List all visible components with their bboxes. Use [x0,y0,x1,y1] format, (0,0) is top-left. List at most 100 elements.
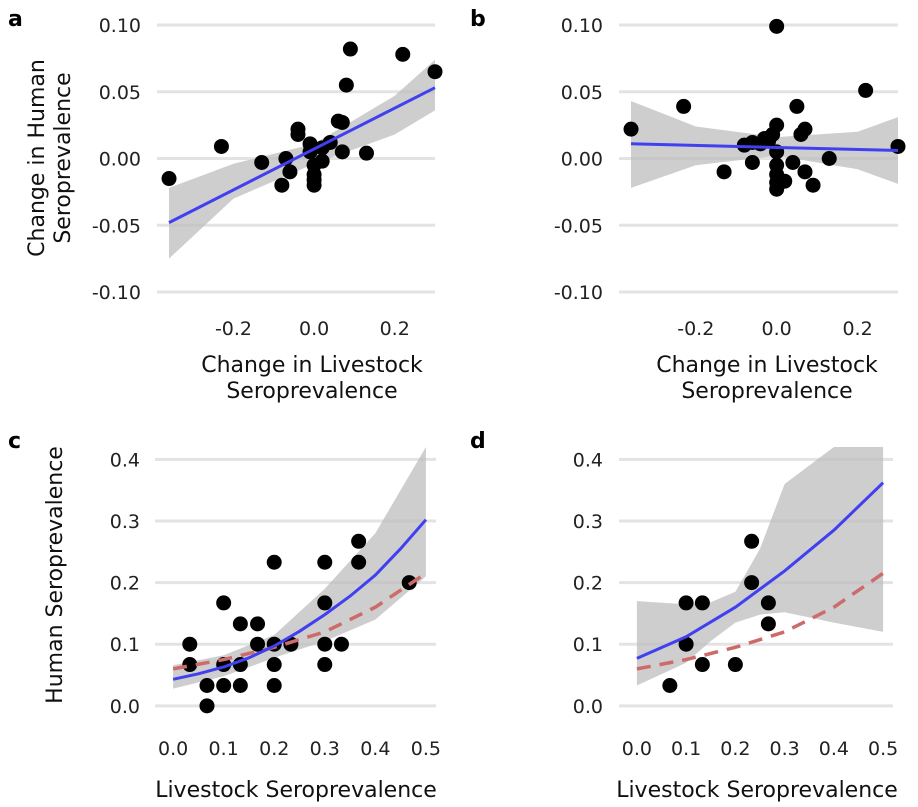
data-point [623,121,639,137]
y-tick-label: 0.3 [110,511,140,533]
data-point [334,114,350,130]
panel-c: 0.0 0.1 0.2 0.3 0.4 0.0 0.1 0.2 0.3 0.4 0.5 Livesto… [8,429,441,803]
data-point [744,575,760,591]
y-tick-label: 0.4 [573,449,603,471]
panel-label: c [8,429,21,454]
y-tick-label: 0.3 [573,511,603,533]
y-tick-label: 0.4 [110,449,140,471]
y-tick-label: 0.05 [561,82,603,104]
y-tick-label: 0.2 [573,573,603,595]
data-point [182,636,198,652]
y-axis-label: Human Seroprevalence [43,446,68,704]
x-tick-label: 0.0 [622,738,652,760]
fit-line [630,142,899,152]
data-point [694,657,710,673]
panel-b: -0.10 -0.05 0.00 0.05 0.10 -0.2 0.0 0.2 Change i… [470,7,906,404]
data-point [395,46,411,62]
data-point [266,657,282,673]
y-tick-label: -0.10 [554,282,603,304]
x-tick-label: 0.0 [158,738,188,760]
data-point [760,616,776,632]
panel-label: a [8,7,23,32]
data-point [216,678,232,693]
x-axis-label: Livestock Seroprevalence [616,778,898,803]
y-tick-label: 0.05 [99,82,141,104]
x-tick-label: 0.4 [819,738,849,760]
x-tick-label: 0.0 [299,318,329,340]
data-point [694,595,710,611]
x-tick-label: 0.1 [671,738,701,760]
data-point [760,595,776,611]
data-point [199,678,215,693]
data-point [317,657,333,673]
y-tick-label: 0.0 [110,696,140,718]
data-point [338,77,354,93]
data-point [290,126,306,142]
data-point [232,678,248,693]
data-point [777,173,793,189]
x-axis-label: Livestock Seroprevalence [155,778,437,803]
data-point [676,98,692,114]
data-point [805,177,821,193]
data-point [342,41,358,57]
data-point [314,153,330,169]
y-tick-label: 0.1 [573,634,603,656]
data-point [333,636,349,652]
x-axis-label: Change in Livestock [656,353,878,378]
panel-a: -0.10 -0.05 0.00 0.05 0.10 -0.2 0.0 0.2 Change i… [8,7,443,404]
data-point [317,636,333,652]
data-point [266,678,282,693]
y-tick-label: -0.05 [554,215,603,237]
x-tick-label: -0.2 [215,318,252,340]
data-point [351,554,367,570]
data-point [678,595,694,611]
x-tick-label: 0.2 [720,738,750,760]
data-point [199,698,215,714]
data-point [716,164,732,180]
data-point [182,657,198,673]
y-tick-label: 0.0 [573,696,603,718]
x-axis-label: Seroprevalence [681,379,852,404]
panel-label: d [470,429,486,454]
x-tick-label: 0.4 [360,738,390,760]
confidence-band [636,447,884,686]
data-point [216,595,232,611]
data-point [250,636,266,652]
data-point [213,138,229,154]
data-point [351,533,367,549]
y-tick-label: 0.00 [561,149,603,171]
data-point [317,595,333,611]
x-tick-label: 0.2 [259,738,289,760]
reference-line [636,571,885,671]
x-tick-label: 0.1 [209,738,239,760]
data-point [358,145,374,161]
data-point [769,117,785,133]
y-tick-label: 0.10 [561,15,603,37]
confidence-band [173,447,426,689]
data-point [250,616,266,632]
x-tick-label: 0.2 [842,318,872,340]
data-point [274,177,290,193]
panel-label: b [470,7,486,32]
data-point [744,533,760,549]
y-tick-label: 0.00 [99,149,141,171]
y-tick-label: -0.05 [92,215,141,237]
data-point [821,151,837,166]
data-point [785,155,801,171]
data-point [858,82,874,98]
panel-d: 0.0 0.1 0.2 0.3 0.4 0.0 0.1 0.2 0.3 0.4 0.5 Livesto… [470,429,898,803]
y-tick-label: 0.2 [110,573,140,595]
x-tick-label: -0.2 [677,318,714,340]
fit-line [636,481,885,660]
fit-line [172,518,428,681]
x-tick-label: 0.0 [762,318,792,340]
data-point [317,554,333,570]
data-point [678,636,694,652]
x-tick-label: 0.3 [770,738,800,760]
data-point [789,98,805,114]
x-tick-label: 0.3 [310,738,340,760]
data-point [266,554,282,570]
y-tick-label: 0.1 [110,634,140,656]
x-tick-label: 0.2 [380,318,410,340]
